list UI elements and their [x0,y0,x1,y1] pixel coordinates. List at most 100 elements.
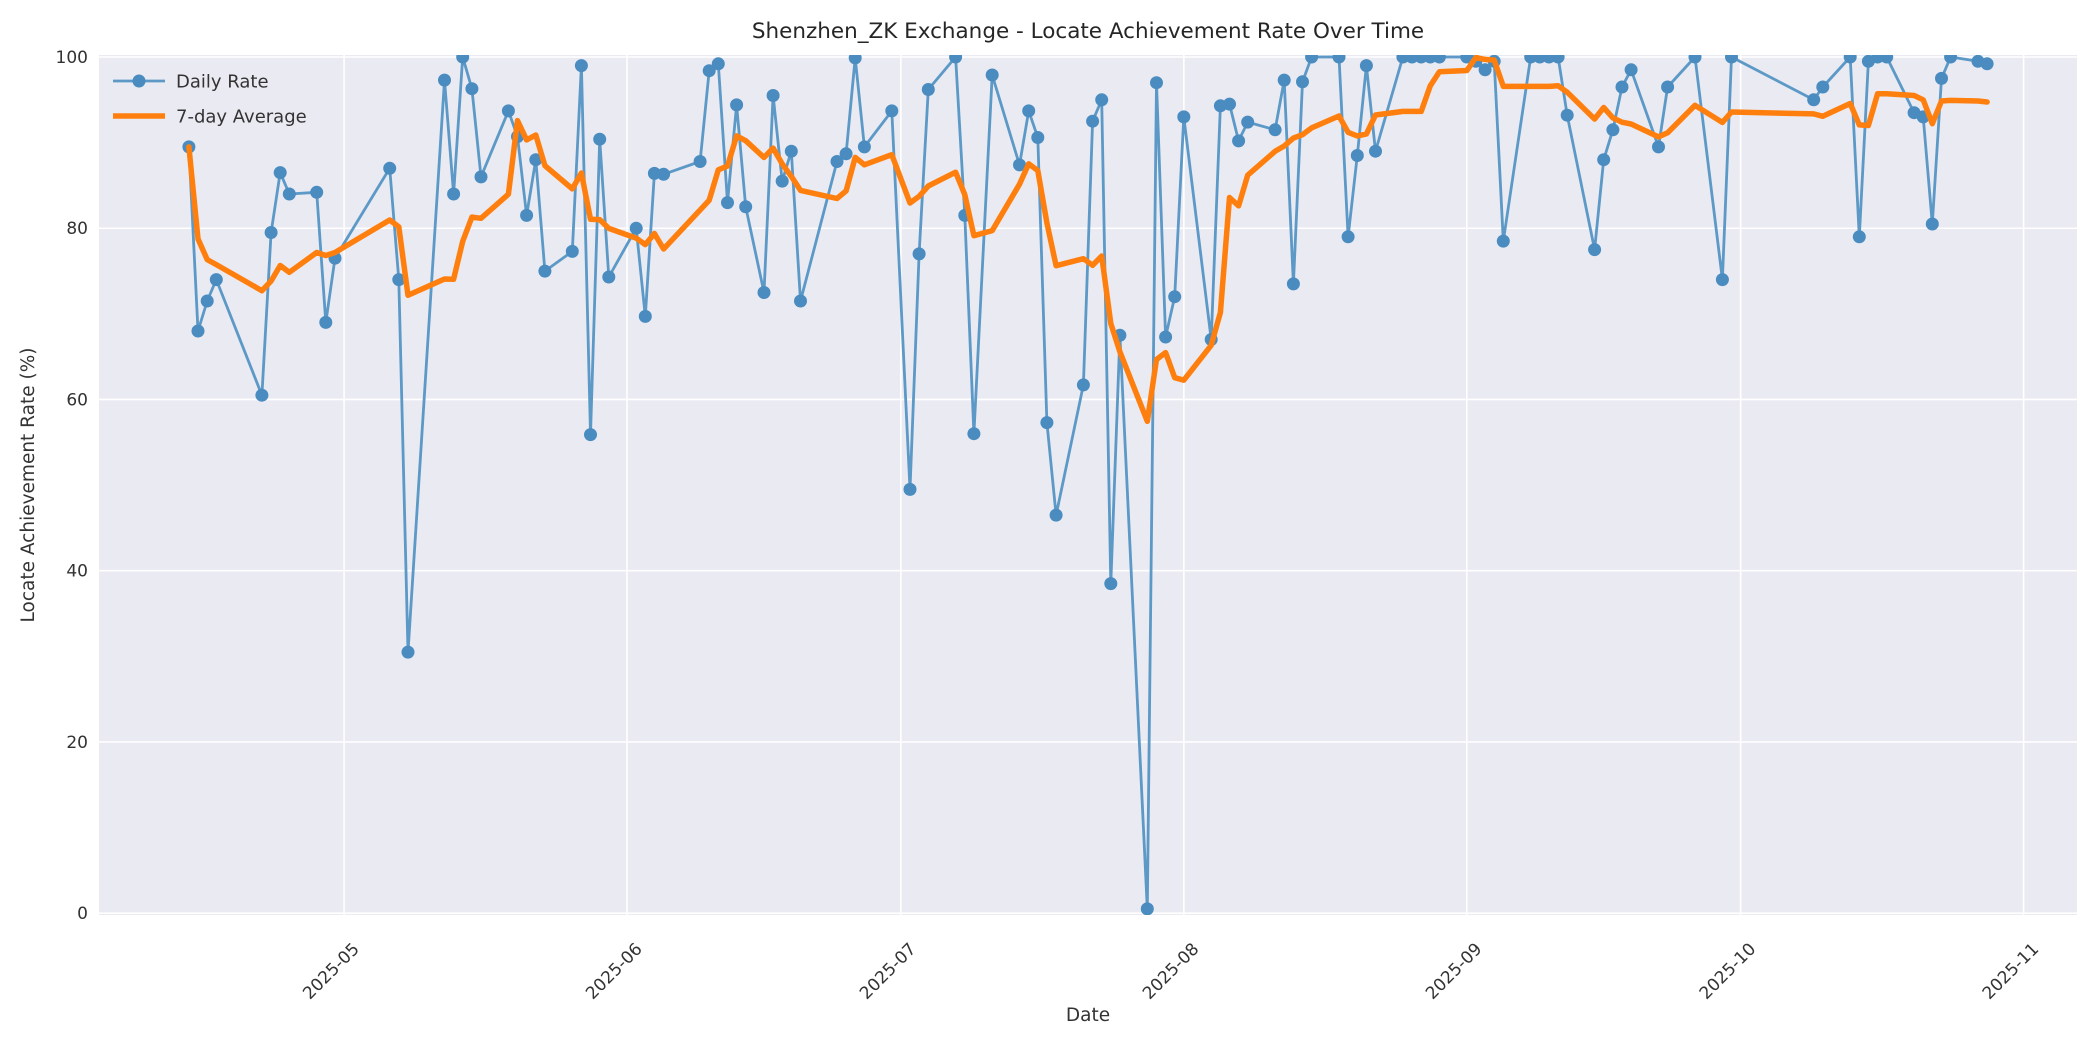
data-point-marker [794,294,807,308]
data-point-marker [1168,290,1182,304]
data-point-marker [949,55,963,64]
data-point-marker [1560,108,1574,122]
data-point-marker [1615,80,1629,94]
data-point-marker [1159,330,1173,344]
y-tick-label: 80 [66,219,88,239]
data-point-marker [1268,123,1282,137]
data-point-marker [1661,80,1675,94]
data-point-marker [565,244,579,258]
data-point-marker [209,273,223,287]
data-point-marker [1652,140,1665,154]
data-point-marker [638,309,652,323]
data-point-marker [438,73,451,87]
x-tick-label: 2025-06 [582,939,646,1003]
data-point-marker [520,208,534,222]
data-point-marker [903,482,917,496]
data-point-marker [1223,97,1236,111]
data-point-marker [985,68,999,82]
y-tick-label: 0 [77,904,88,924]
data-point-marker [1588,243,1602,257]
data-point-marker [383,161,397,175]
data-point-marker [593,132,607,146]
data-point-marker [1305,55,1319,64]
data-point-marker [282,187,296,201]
data-point-marker [711,57,725,71]
data-point-marker [273,166,287,180]
data-point-marker [1551,55,1565,64]
legend-item-7day-average: 7-day Average [113,107,307,128]
x-tick-label: 2025-05 [299,939,363,1003]
data-point-marker [1095,93,1109,107]
data-point-marker [1880,55,1894,64]
data-point-marker [1359,59,1373,73]
data-point-marker [739,200,753,214]
y-tick-label: 20 [66,733,88,753]
x-tick-label: 2025-07 [856,939,920,1003]
legend-item-daily-rate: Daily Rate [113,72,269,93]
data-point-marker [447,187,461,201]
data-point-marker [1688,55,1702,64]
data-point-marker [392,273,406,287]
data-point-marker [1816,80,1830,94]
data-point-marker [1286,277,1300,291]
data-point-marker [1022,104,1036,118]
data-point-marker [857,140,871,154]
data-point-marker [1040,416,1054,430]
data-point-marker [1140,902,1154,915]
data-point-marker [1086,114,1100,128]
y-tick-labels: 0 20 40 60 80 100 [56,48,88,924]
data-point-marker [784,144,798,158]
data-point-marker [538,264,552,278]
data-point-marker [1606,123,1620,137]
data-point-marker [1241,115,1255,129]
plot-area [99,55,2077,915]
data-point-marker [1232,134,1246,148]
data-point-marker [501,104,515,118]
data-point-marker [830,155,844,168]
data-point-marker [885,104,899,118]
data-point-marker [1843,55,1857,64]
data-point-marker [456,55,470,64]
data-point-marker [1150,76,1163,90]
data-point-marker [1597,153,1611,167]
data-point-marker [255,388,269,402]
data-point-marker [1925,217,1939,231]
data-point-marker [529,153,543,167]
data-point-marker [1478,63,1492,77]
legend: Daily Rate 7-day Average [113,72,307,128]
data-point-marker [191,324,205,338]
data-point-marker [1725,55,1738,64]
data-point-marker [921,83,935,96]
data-point-marker [1296,75,1309,89]
x-tick-labels: 2025-05 2025-06 2025-07 2025-08 2025-09 2025-… [299,939,2043,1003]
daily-rate-legend-marker-icon [132,74,146,88]
data-point-marker [839,147,853,161]
data-point-marker [657,167,671,181]
data-point-marker [1807,93,1821,107]
data-point-marker [1031,131,1045,144]
data-point-marker [1350,149,1364,162]
data-point-marker [721,196,734,210]
data-point-marker [1935,71,1948,85]
x-tick-label: 2025-09 [1422,939,1486,1003]
data-point-marker [584,428,597,442]
data-point-marker [1944,55,1958,64]
data-point-marker [702,64,716,78]
seven-day-average-line [186,55,1990,425]
data-point-marker [693,155,707,168]
y-axis-label: Locate Achievement Rate (%) [18,348,39,623]
data-point-marker [465,82,479,96]
y-tick-label: 100 [56,48,88,68]
data-point-marker [730,98,744,112]
x-tick-label: 2025-10 [1696,939,1760,1003]
data-point-marker [1624,63,1638,77]
data-point-marker [757,286,771,299]
data-point-marker [1341,230,1355,244]
data-point-marker [1076,378,1090,392]
chart-title: Shenzhen_ZK Exchange - Locate Achievemen… [752,19,1424,44]
data-point-marker [1980,57,1994,71]
data-point-marker [775,174,789,188]
data-point-marker [848,55,862,65]
data-point-marker [1432,55,1446,64]
